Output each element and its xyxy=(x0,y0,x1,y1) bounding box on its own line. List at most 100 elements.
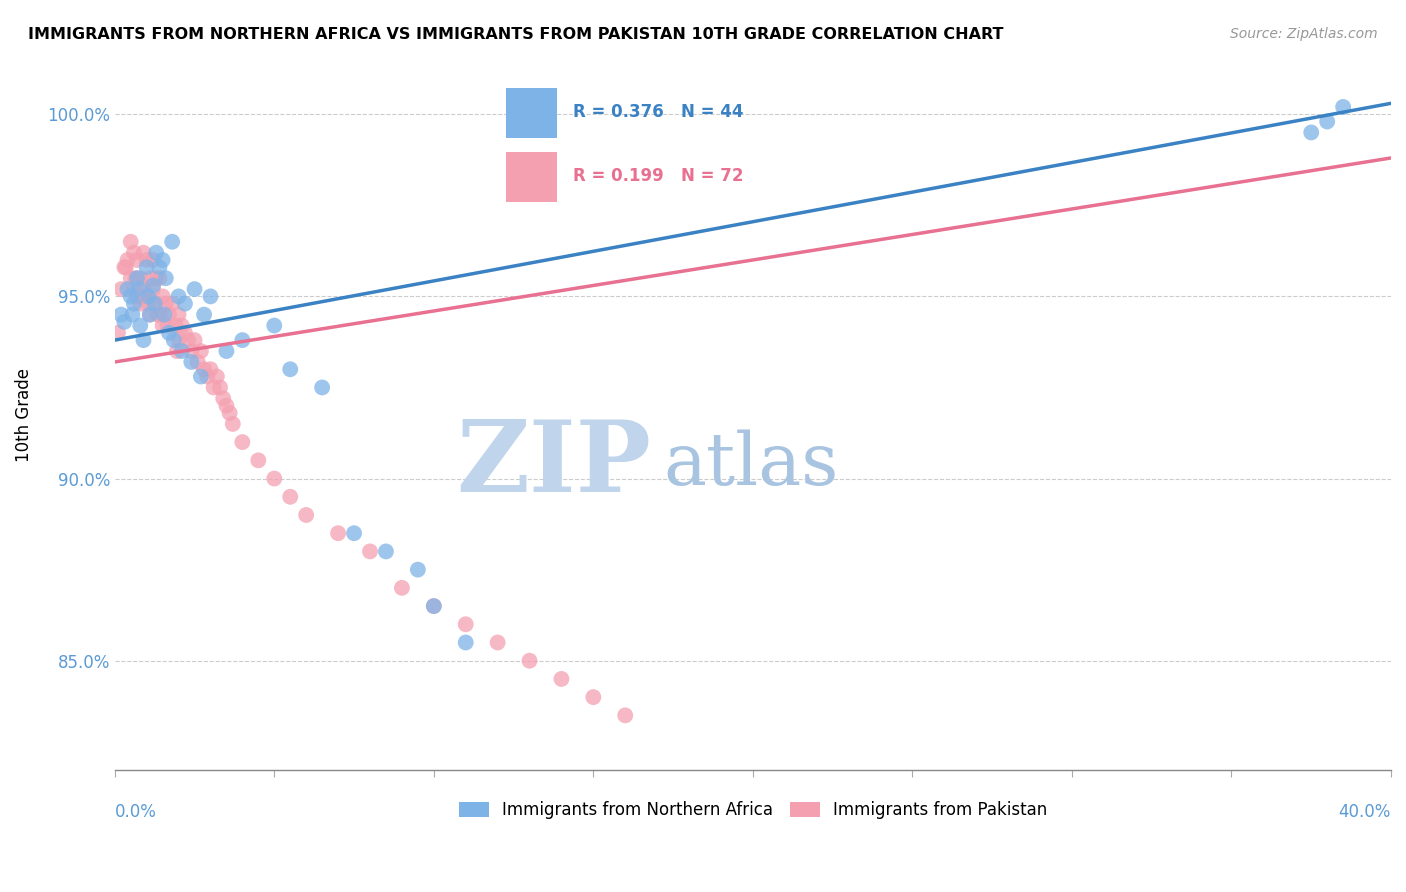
Point xyxy=(139,308,162,322)
Point xyxy=(112,260,135,275)
Point xyxy=(423,599,446,613)
Point xyxy=(139,308,162,322)
Point xyxy=(142,252,165,267)
Point xyxy=(406,563,429,577)
Point xyxy=(167,289,190,303)
Y-axis label: 10th Grade: 10th Grade xyxy=(15,368,32,462)
Point xyxy=(135,289,157,303)
Text: atlas: atlas xyxy=(664,429,839,500)
Point xyxy=(190,344,212,359)
Point xyxy=(142,278,165,293)
Point xyxy=(117,252,139,267)
Point xyxy=(167,333,190,347)
Point xyxy=(152,289,174,303)
Point xyxy=(454,617,477,632)
Point xyxy=(375,544,398,558)
Point xyxy=(202,380,225,394)
Legend: Immigrants from Northern Africa, Immigrants from Pakistan: Immigrants from Northern Africa, Immigra… xyxy=(451,794,1054,826)
Point xyxy=(170,318,193,333)
Point xyxy=(135,252,157,267)
Point xyxy=(582,690,605,705)
Point xyxy=(148,271,170,285)
Point xyxy=(193,362,215,376)
Point xyxy=(1301,125,1323,139)
Point xyxy=(231,333,253,347)
Point xyxy=(122,245,145,260)
Point xyxy=(177,333,200,347)
Point xyxy=(231,435,253,450)
Point xyxy=(148,308,170,322)
Point xyxy=(112,315,135,329)
Point xyxy=(278,362,301,376)
Point xyxy=(166,344,188,359)
Point xyxy=(209,380,232,394)
Point xyxy=(110,282,132,296)
Point xyxy=(183,282,205,296)
Text: ZIP: ZIP xyxy=(456,416,651,513)
Point xyxy=(120,289,142,303)
Point xyxy=(128,282,150,296)
Point xyxy=(263,471,285,485)
Point xyxy=(155,296,177,310)
Point xyxy=(193,308,215,322)
Text: Source: ZipAtlas.com: Source: ZipAtlas.com xyxy=(1230,27,1378,41)
Point xyxy=(326,526,349,541)
Point xyxy=(152,318,174,333)
Point xyxy=(160,235,183,249)
Point xyxy=(107,326,129,340)
Point xyxy=(190,369,212,384)
Point xyxy=(180,344,202,359)
Point xyxy=(121,308,143,322)
Point xyxy=(157,308,180,322)
Point xyxy=(145,271,167,285)
Point xyxy=(174,296,197,310)
Point xyxy=(142,282,165,296)
Point xyxy=(247,453,270,467)
Point xyxy=(129,271,152,285)
Point xyxy=(278,490,301,504)
Point xyxy=(129,296,152,310)
Point xyxy=(135,260,157,275)
Point xyxy=(163,333,186,347)
Point xyxy=(160,296,183,310)
Point xyxy=(295,508,318,522)
Point xyxy=(200,362,222,376)
Point xyxy=(125,271,148,285)
Point xyxy=(146,308,169,322)
Point xyxy=(129,318,152,333)
Point xyxy=(115,260,138,275)
Point xyxy=(215,399,238,413)
Point xyxy=(1316,114,1339,128)
Text: 0.0%: 0.0% xyxy=(115,803,156,821)
Point xyxy=(1331,100,1354,114)
Point xyxy=(187,355,209,369)
Point xyxy=(391,581,413,595)
Point xyxy=(125,289,148,303)
Point xyxy=(120,271,142,285)
Point xyxy=(122,282,145,296)
Point xyxy=(136,296,159,310)
Point xyxy=(343,526,366,541)
Point xyxy=(165,318,187,333)
Point xyxy=(117,282,139,296)
Point xyxy=(183,333,205,347)
Point xyxy=(614,708,637,723)
Point xyxy=(200,289,222,303)
Point xyxy=(519,654,541,668)
Point xyxy=(167,308,190,322)
Point xyxy=(132,245,155,260)
Point xyxy=(125,252,148,267)
Point xyxy=(148,260,170,275)
Point xyxy=(122,296,145,310)
Point xyxy=(311,380,333,394)
Point xyxy=(170,344,193,359)
Point xyxy=(139,271,162,285)
Point xyxy=(263,318,285,333)
Point xyxy=(218,406,240,420)
Point xyxy=(486,635,509,649)
Point xyxy=(110,308,132,322)
Point xyxy=(359,544,381,558)
Point xyxy=(136,289,159,303)
Point xyxy=(132,333,155,347)
Point xyxy=(423,599,446,613)
